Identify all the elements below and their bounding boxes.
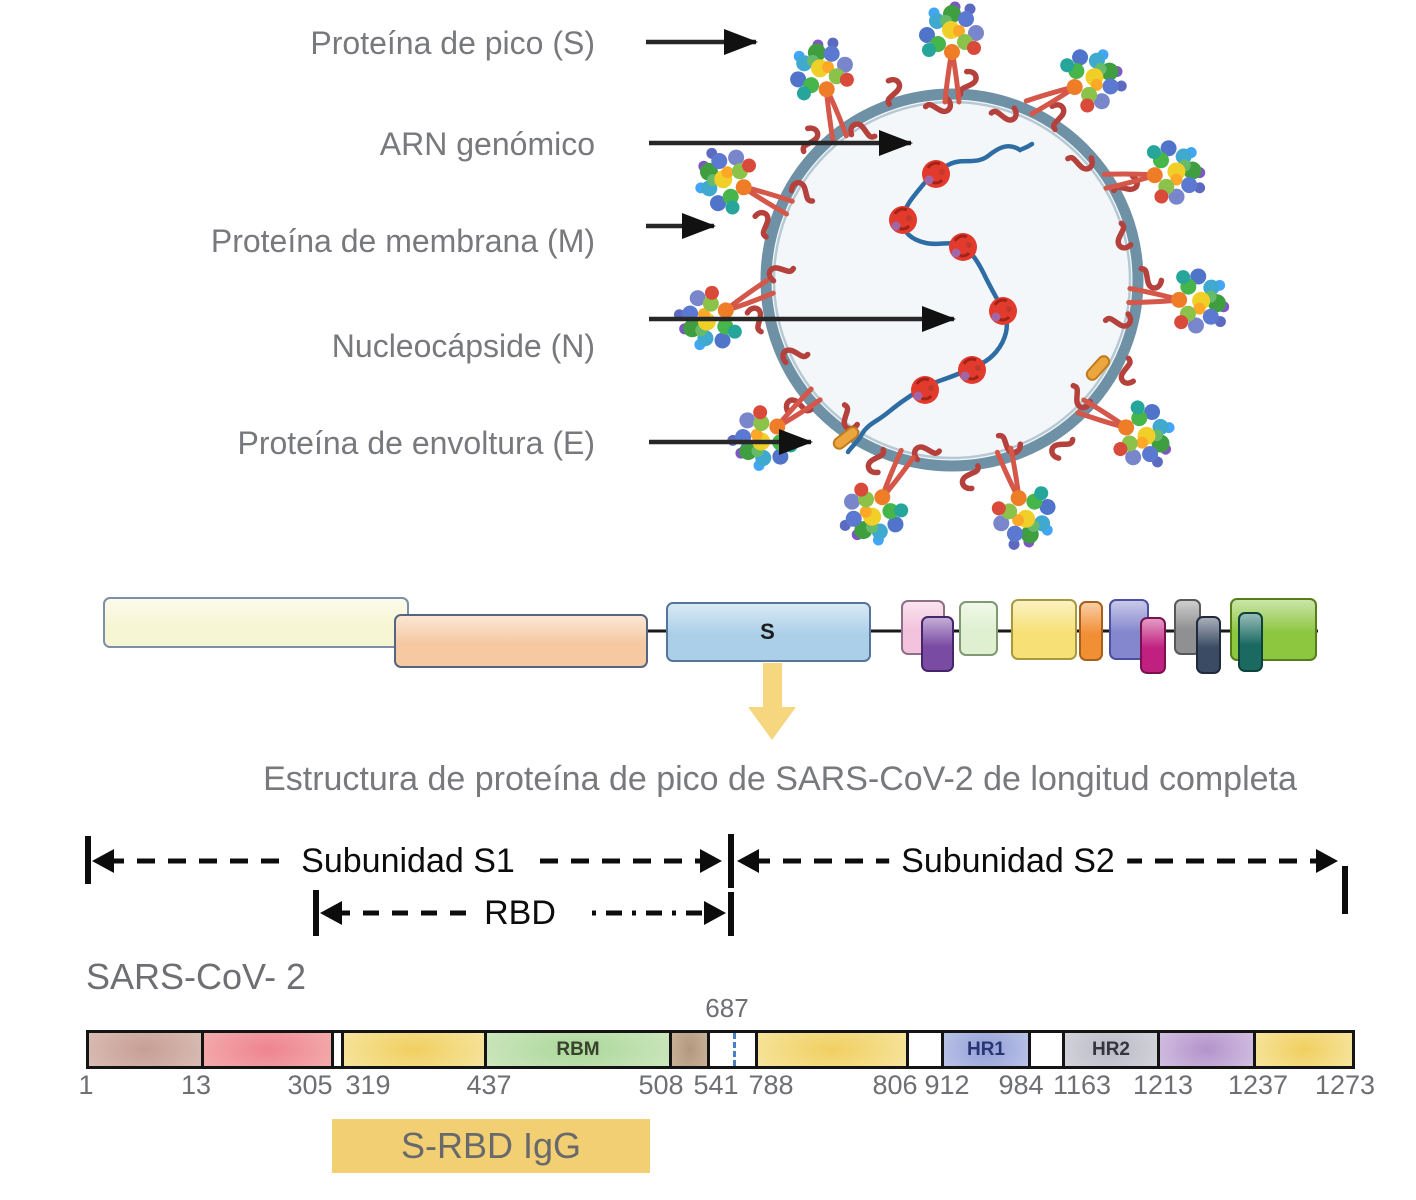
label-arrows: [646, 29, 956, 455]
domain-segment-yellow: [1253, 1033, 1352, 1066]
domain-segment-green: RBM: [484, 1033, 669, 1066]
protein-name-label: SARS-CoV- 2: [86, 956, 307, 997]
domain-segment-yellow: [341, 1033, 484, 1066]
residue-position-305: 305: [287, 1070, 333, 1100]
virus-label-0: Proteína de pico (S): [310, 25, 595, 61]
genome-orf-orange: [1079, 601, 1103, 661]
nucleocapsid-bead: [887, 204, 919, 236]
cleavage-site-dash: [732, 1033, 736, 1066]
virus-label-2: Proteína de membrana (M): [210, 223, 595, 259]
down-arrow-icon: [748, 663, 796, 740]
residue-position-13: 13: [180, 1070, 212, 1100]
domain-segment-hr1: HR1: [941, 1033, 1028, 1066]
nucleocapsid-bead: [947, 231, 979, 263]
cleavage-position-label: 687: [705, 993, 749, 1023]
domain-segment-red: [201, 1033, 331, 1066]
nucleocapsid-bead: [987, 295, 1019, 327]
subunit-arrows: [85, 834, 1348, 936]
domain-segment-white-dash: [707, 1033, 755, 1066]
virus-label-1: ARN genómico: [379, 126, 595, 162]
domain-segment-white: [331, 1033, 341, 1066]
spike-structure-title: Estructura de proteína de pico de SARS-C…: [263, 760, 1297, 798]
residue-position-508: 508: [638, 1070, 684, 1100]
genome-orf-purple: [921, 616, 954, 672]
domain-segment-tan: [89, 1033, 201, 1066]
genome-s-gene: S: [666, 602, 871, 662]
domain-segment-yellow: [755, 1033, 906, 1066]
residue-position-319: 319: [345, 1070, 391, 1100]
residue-position-1213: 1213: [1132, 1070, 1194, 1100]
domain-segment-purple: [1157, 1033, 1253, 1066]
domain-segment-tan2: [669, 1033, 707, 1066]
residue-position-806: 806: [872, 1070, 918, 1100]
domain-label-HR1: HR1: [966, 1038, 1005, 1060]
residue-position-437: 437: [466, 1070, 512, 1100]
gene-label-S: S: [760, 619, 777, 644]
residue-position-1: 1: [78, 1070, 94, 1100]
subunit-s1-label: Subunidad S1: [289, 842, 527, 881]
virus-label-3: Nucleocápside (N): [331, 328, 595, 364]
genome-orf-magenta: [1140, 617, 1166, 674]
domain-label-RBM: RBM: [556, 1038, 600, 1060]
s-rbd-igg-box: S-RBD IgG: [332, 1119, 650, 1173]
nucleocapsid-bead: [909, 374, 941, 406]
nucleocapsid-bead: [956, 354, 988, 386]
genome-orf-gray: [1174, 599, 1201, 655]
genome-orf1b-peach: [394, 614, 648, 668]
residue-position-984: 984: [998, 1070, 1044, 1100]
nucleocapsid-bead: [920, 158, 952, 190]
virus-illustration: [666, 2, 1232, 558]
virus-label-4: Proteína de envoltura (E): [237, 425, 595, 461]
domain-segment-white: [906, 1033, 941, 1066]
domain-segment-hr2: HR2: [1062, 1033, 1157, 1066]
genome-orf-lightgreen: [959, 601, 998, 656]
domain-label-HR2: HR2: [1091, 1038, 1130, 1060]
residue-position-912: 912: [924, 1070, 970, 1100]
s-rbd-igg-label: S-RBD IgG: [400, 1125, 582, 1166]
residue-position-1273: 1273: [1314, 1070, 1376, 1100]
residue-position-541: 541: [693, 1070, 739, 1100]
residue-position-1237: 1237: [1227, 1070, 1289, 1100]
genome-orf1a-cream: [103, 597, 409, 648]
residue-position-788: 788: [748, 1070, 794, 1100]
genome-orf-teal: [1238, 612, 1263, 672]
genome-orf-navy: [1196, 616, 1221, 674]
residue-position-1163: 1163: [1052, 1070, 1112, 1100]
rbd-label: RBD: [472, 894, 568, 933]
genome-orf-yellow: [1011, 599, 1077, 660]
domain-segment-white: [1028, 1033, 1062, 1066]
rna-strand: [845, 141, 1035, 455]
spike-domain-bar: RBM HR1 HR2: [86, 1030, 1355, 1069]
subunit-s2-label: Subunidad S2: [889, 842, 1127, 881]
